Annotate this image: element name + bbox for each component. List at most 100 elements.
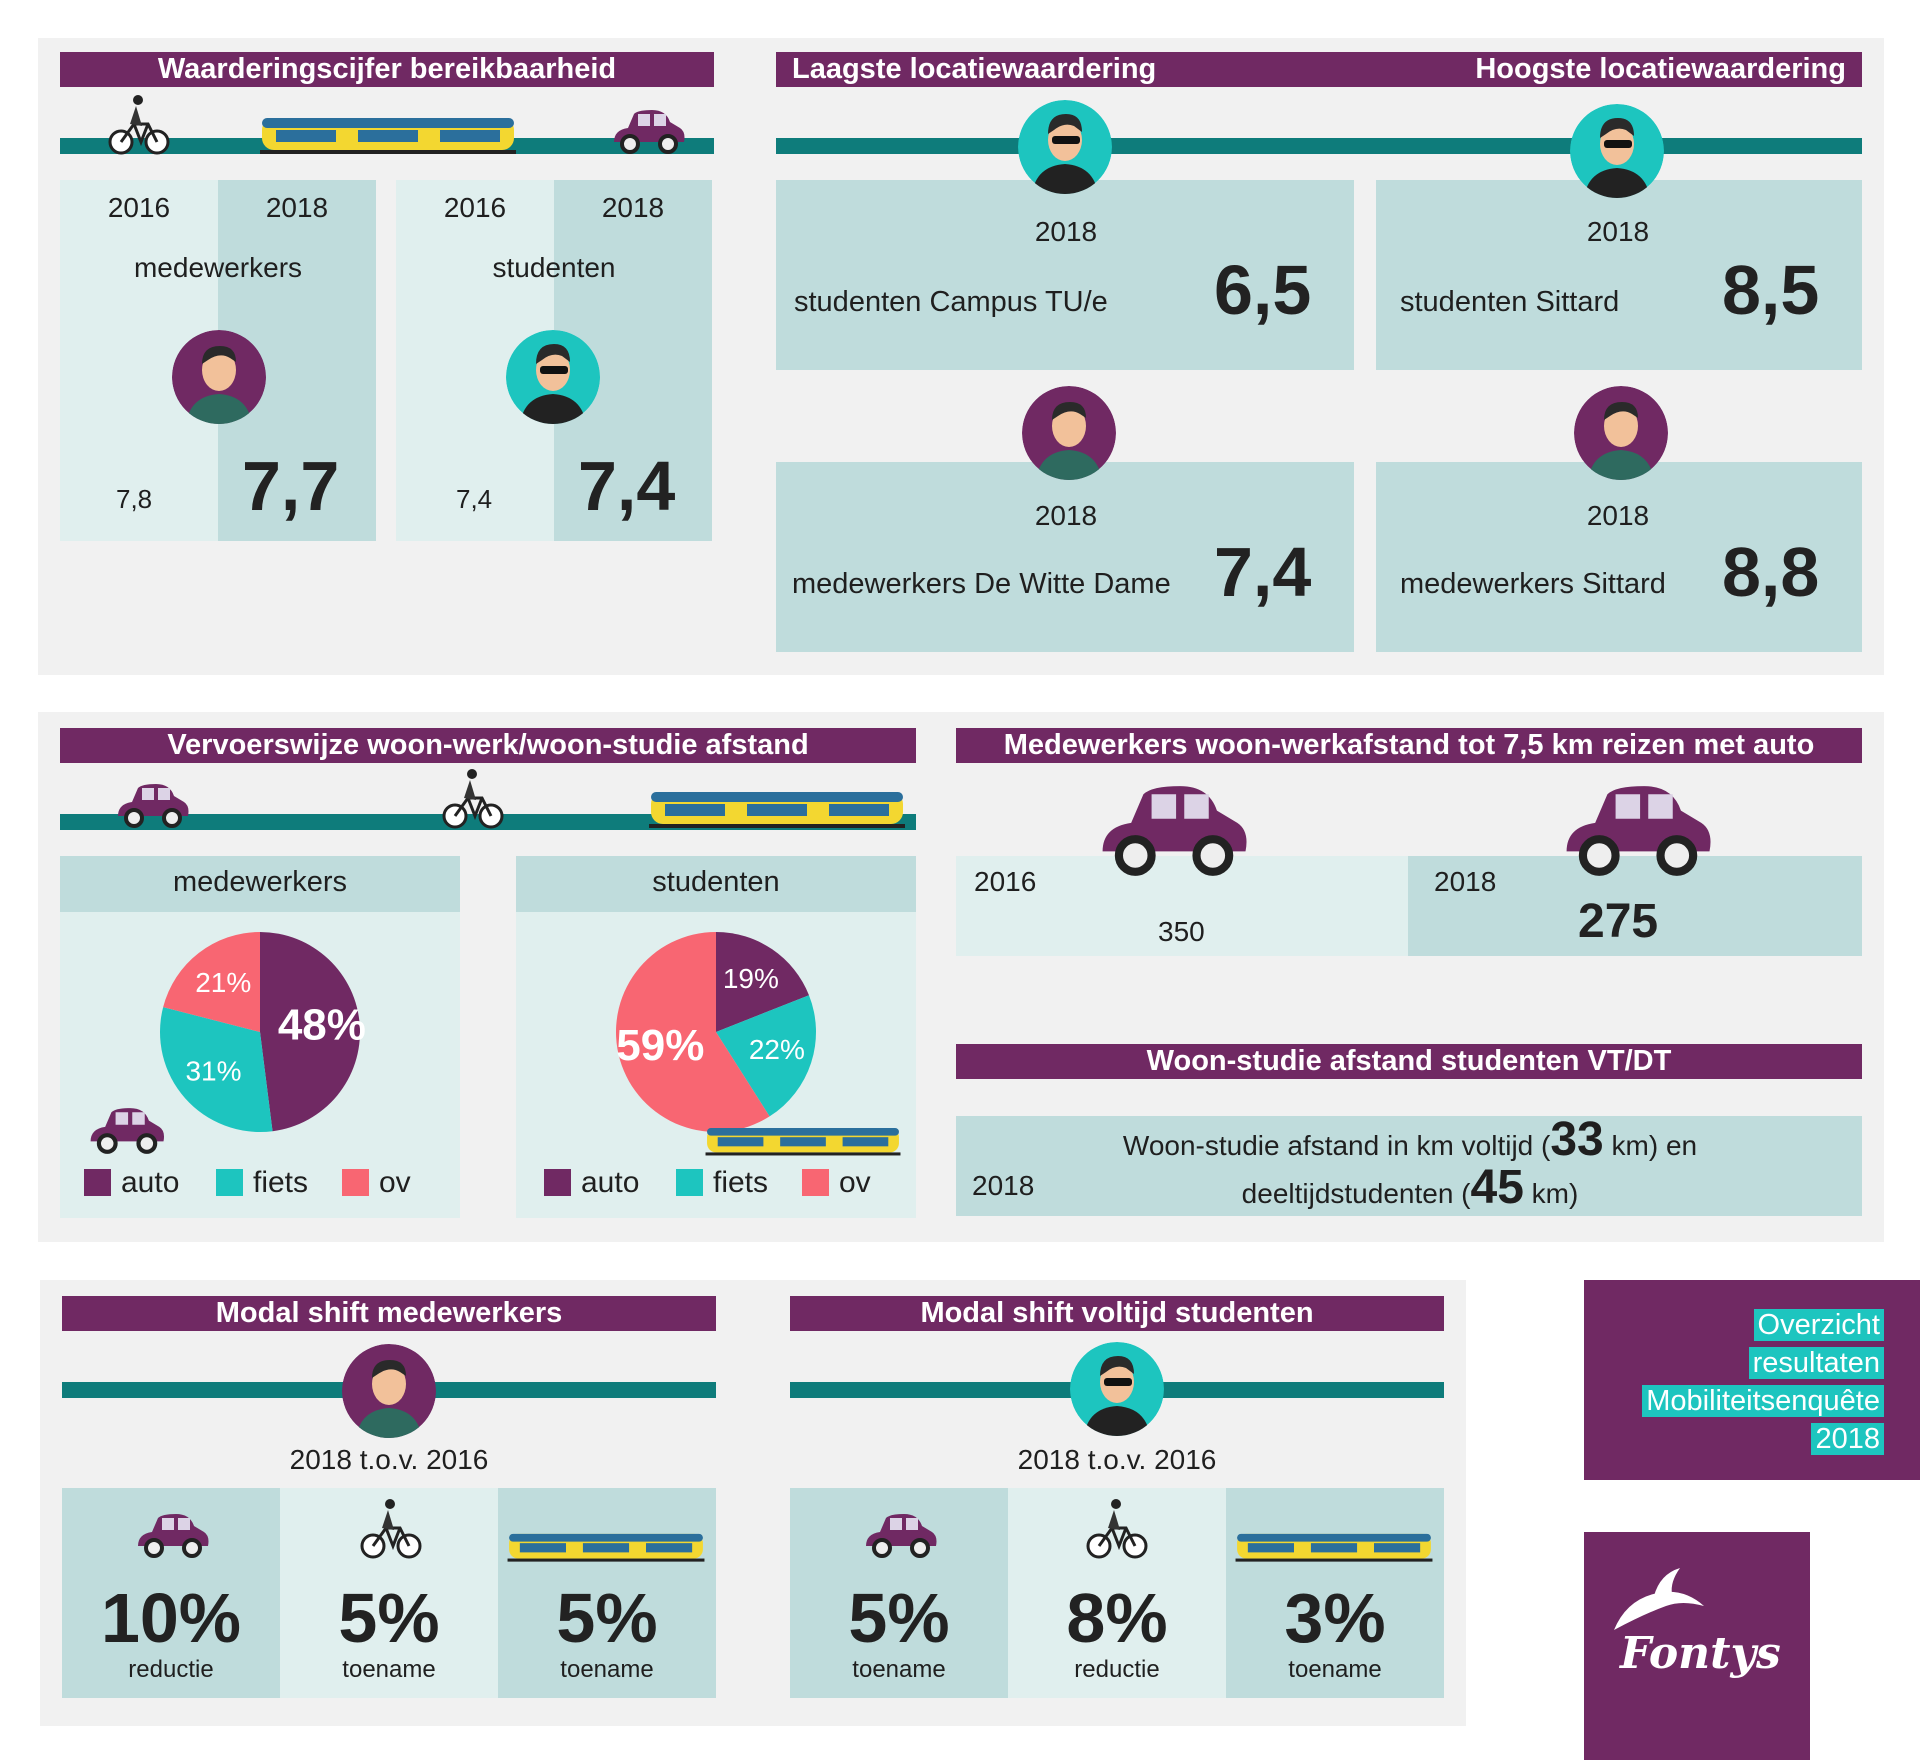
pie-chart-studenten: 19% 22% 59% [615,932,816,1132]
modal-st-subtitle: 2018 t.o.v. 2016 [1017,1444,1217,1475]
bicycle-icon [360,1499,422,1559]
bicycle-icon [442,769,504,829]
student-avatar-icon [506,330,600,424]
car-icon [90,1108,165,1154]
location-year: 2018 [1586,500,1650,531]
title-bereikbaarheid: Waarderingscijfer bereikbaarheid [60,52,714,87]
location-year: 2018 [1034,216,1098,247]
year-2018: 2018 [601,192,665,223]
location-year: 2018 [1586,216,1650,247]
badge-line: Overzicht [1753,1309,1884,1341]
auto75-value-2018: 275 [1578,895,1659,948]
location-label: studenten Campus TU/e [794,286,1108,318]
auto75-2018-box [1408,856,1862,956]
car-icon [1102,786,1247,876]
modal-mw-subtitle: 2018 t.o.v. 2016 [289,1444,489,1475]
bicycle-icon [1086,1499,1148,1559]
modal-mw-label-ov: toename [560,1656,654,1683]
studie-year: 2018 [972,1170,1035,1201]
title-modal-shift-studenten: Modal shift voltijd studenten [790,1296,1444,1331]
tram-icon [705,1128,901,1156]
title-locatiewaardering [776,52,1862,87]
tram-icon [649,792,905,828]
location-label: medewerkers Sittard [1400,568,1666,600]
rating-medewerkers-2016: 7,8 [116,484,153,514]
year-2018: 2018 [265,192,329,223]
legend-ov: ov [802,1166,871,1200]
title-modal-shift-medewerkers: Modal shift medewerkers [62,1296,716,1331]
tram-icon [507,1533,705,1562]
modal-mw-label-auto: reductie [128,1656,214,1683]
group-label-studenten: studenten [492,252,616,283]
pie-title-studenten: studenten [652,866,780,898]
student-avatar-icon [1570,104,1664,198]
student-avatar-icon [1070,1342,1164,1436]
bicycle-icon [108,95,170,155]
year-2016: 2016 [107,192,171,223]
fontys-logo-text: Fontys [1620,1628,1781,1679]
modal-mw-cell-ov [498,1488,716,1698]
fontys-logo-mark-icon [1614,1568,1704,1630]
pie-label-auto: 19% [723,963,779,994]
pie-label-fiets: 31% [185,1055,241,1086]
pie-slice-ov [615,932,770,1132]
location-card-highest-students [1376,180,1862,370]
location-card-lowest-students [776,180,1354,370]
track-line [776,138,1862,154]
employee-avatar-icon [342,1344,436,1438]
auto75-year-2018: 2018 [1434,866,1497,897]
legend-ov: ov [342,1166,411,1200]
student-avatar-icon [1018,100,1112,194]
badge-line: Mobiliteitsenquête [1642,1385,1884,1417]
title-badge-lines: Overzicht resultaten Mobiliteitsenquête … [1642,1306,1884,1458]
studie-box [956,1116,1862,1216]
pie-title-medewerkers: medewerkers [172,866,348,898]
pie-slice-fiets [160,1007,273,1132]
studie-voltijd-km: 33 [1550,1113,1604,1166]
location-value: 8,8 [1722,533,1820,611]
location-card-highest-employees [1376,462,1862,652]
modal-st-value-fiets: 8% [1066,1579,1168,1657]
car-icon [614,110,685,154]
pie-label-fiets: 22% [749,1034,805,1065]
fontys-logo: Fontys [1584,1532,1810,1760]
group-label-medewerkers: medewerkers [133,252,303,283]
pie-label-auto: 48% [278,1001,366,1050]
location-value: 7,4 [1214,533,1312,611]
auto75-value-2016: 350 [1158,916,1205,947]
pie-slice-fiets [716,995,816,1117]
pie-chart-medewerkers: 48% 31% 21% [160,932,366,1132]
auto75-2016-box [956,856,1408,956]
title-laagste-locatiewaardering: Laagste locatiewaardering [792,53,1157,85]
employee-avatar-icon [172,330,266,424]
employee-avatar-icon [1022,386,1116,480]
modal-st-value-ov: 3% [1284,1579,1386,1657]
car-icon [118,784,189,828]
rating-medewerkers-2018: 7,7 [242,447,340,525]
badge-line: 2018 [1811,1423,1884,1455]
location-label: studenten Sittard [1400,286,1620,318]
year-2016: 2016 [443,192,507,223]
location-year: 2018 [1034,500,1098,531]
modal-mw-value-fiets: 5% [338,1579,440,1657]
modal-mw-label-fiets: toename [342,1656,436,1683]
title-auto-7-5-km: Medewerkers woon-werkafstand tot 7,5 km … [956,728,1862,763]
car-icon [138,1514,209,1558]
rating-studenten-2016: 7,4 [456,484,493,514]
car-icon [1566,786,1711,876]
employee-avatar-icon [1574,386,1668,480]
title-vervoerswijze: Vervoerswijze woon-werk/woon-studie afst… [60,728,916,763]
legend-fiets: fiets [216,1166,308,1200]
location-card-lowest-employees [776,462,1354,652]
location-value: 8,5 [1722,251,1820,329]
studie-line-1: Woon-studie afstand in km voltijd (33 km… [1122,1113,1698,1166]
legend-fiets: fiets [676,1166,768,1200]
modal-st-label-fiets: reductie [1074,1656,1160,1683]
location-value: 6,5 [1214,251,1312,329]
location-label: medewerkers De Witte Dame [792,568,1171,600]
pie-slice-ov [163,932,260,1032]
pie-label-ov: 59% [616,1021,704,1070]
car-icon [866,1514,937,1558]
rating-studenten-2018: 7,4 [578,447,676,525]
pie-slice-auto [716,932,809,1032]
